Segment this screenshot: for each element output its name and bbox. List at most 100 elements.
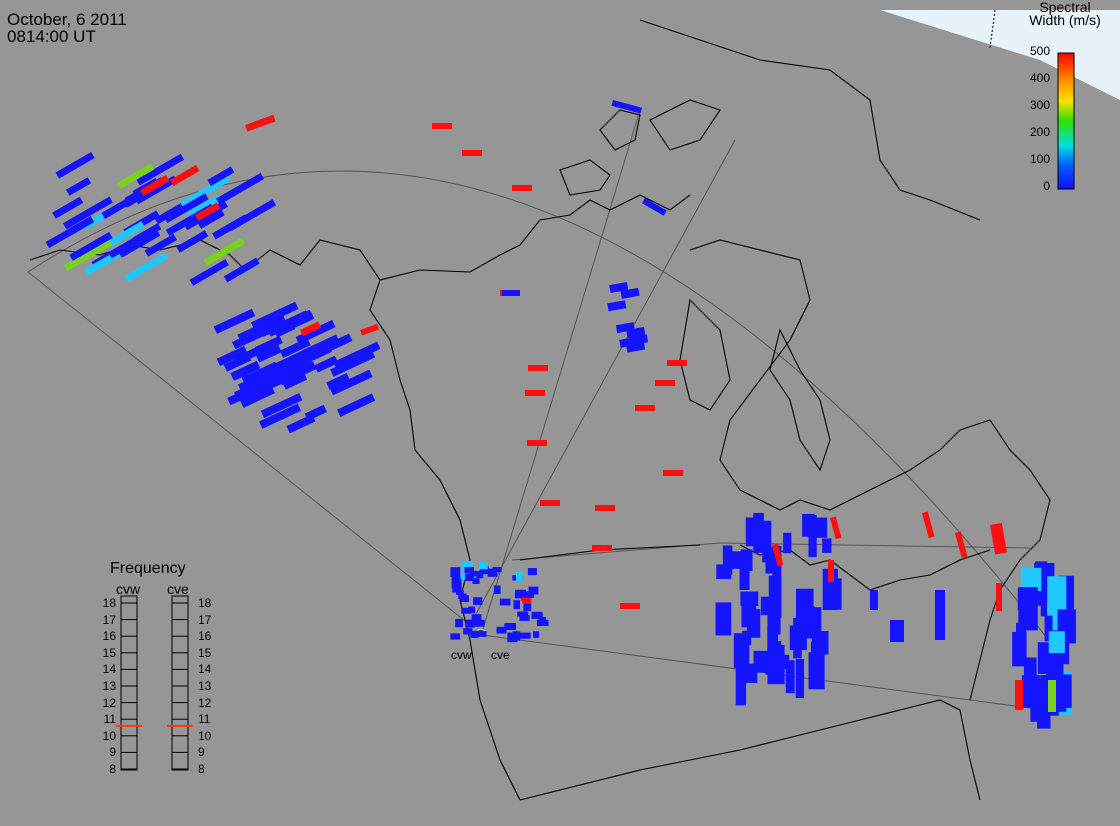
backscatter-cell — [611, 100, 642, 114]
backscatter-cell — [528, 586, 539, 595]
backscatter-cell — [260, 392, 303, 419]
frequency-scale-label-cve: 15 — [198, 645, 212, 660]
frequency-scale-label-cvw: 10 — [102, 728, 116, 743]
backscatter-cell — [772, 545, 782, 586]
backscatter-cell — [607, 300, 627, 312]
frequency-scale-label-cvw: 13 — [102, 679, 116, 693]
backscatter-cell — [170, 165, 200, 187]
backscatter-cell — [527, 568, 537, 576]
backscatter-cell — [808, 514, 817, 558]
backscatter-cell — [753, 650, 769, 673]
backscatter-cell — [237, 317, 279, 342]
backscatter-cell — [515, 572, 523, 582]
backscatter-cell — [819, 630, 829, 655]
backscatter-cell — [655, 380, 675, 386]
date-label: October, 6 2011 — [7, 10, 127, 29]
backscatter-cell — [496, 626, 507, 634]
backscatter-cell — [595, 505, 615, 511]
backscatter-cell — [462, 560, 473, 571]
backscatter-cell — [203, 237, 246, 266]
backscatter-cell — [512, 185, 532, 191]
backscatter-cell — [476, 571, 484, 579]
backscatter-cell — [476, 631, 487, 637]
backscatter-cell — [609, 282, 629, 294]
backscatter-cell — [870, 590, 878, 610]
backscatter-cell — [626, 326, 646, 338]
backscatter-cell — [212, 214, 249, 240]
backscatter-cell — [774, 644, 785, 677]
frequency-scale-label-cvw: 18 — [102, 596, 116, 610]
backscatter-cell — [238, 367, 278, 392]
frequency-scale-label-cve: 10 — [198, 728, 212, 743]
backscatter-cell — [452, 577, 462, 586]
backscatter-cell — [286, 414, 316, 434]
site-label-cve: cve — [491, 648, 510, 662]
backscatter-cell — [635, 405, 655, 411]
frequency-gauge-cve — [171, 595, 189, 771]
backscatter-cell — [83, 254, 114, 276]
field-of-view-outline — [27, 109, 1061, 713]
backscatter-cell — [765, 546, 776, 574]
backscatter-cell — [996, 583, 1002, 611]
backscatter-cell — [101, 197, 133, 219]
backscatter-cell — [533, 631, 540, 638]
backscatter-cell — [822, 538, 832, 553]
frequency-scale-label-cvw: 15 — [102, 645, 116, 660]
backscatter-cell — [273, 361, 295, 378]
backscatter-cell — [641, 198, 667, 216]
colorbar-tick: 200 — [1029, 125, 1050, 139]
backscatter-cell — [464, 567, 475, 574]
backscatter-cell — [762, 520, 772, 563]
backscatter-cell — [753, 512, 764, 553]
backscatter-cell — [465, 573, 475, 582]
backscatter-cell — [330, 350, 376, 377]
backscatter-cell — [207, 166, 235, 187]
backscatter-cell — [830, 516, 842, 540]
frequency-scale-label-cve: 9 — [198, 745, 205, 760]
backscatter-cell — [45, 222, 83, 249]
backscatter-cell — [462, 150, 482, 156]
backscatter-cell — [667, 360, 687, 366]
backscatter-cell — [279, 337, 311, 358]
polar-cap-region — [880, 10, 1120, 100]
frequency-scale-label-cve: 13 — [198, 679, 212, 693]
backscatter-cell — [140, 175, 170, 197]
backscatter-cell — [195, 202, 221, 222]
backscatter-cell — [136, 153, 185, 186]
backscatter-cell — [314, 355, 339, 373]
frequency-scale-label-cve: 12 — [198, 695, 212, 710]
backscatter-cell — [1048, 680, 1056, 712]
colorbar-tick: 400 — [1029, 71, 1050, 85]
backscatter-cell — [460, 595, 469, 603]
backscatter-cell — [52, 196, 84, 219]
backscatter-cell — [890, 620, 904, 642]
backscatter-cell — [333, 341, 381, 370]
backscatter-cell — [65, 177, 92, 196]
backscatter-cell — [213, 308, 256, 334]
backscatter-cell — [329, 369, 373, 396]
backscatter-cell — [733, 633, 750, 669]
backscatter-cell — [468, 606, 476, 614]
colorbar-title-line2: Width (m/s) — [1029, 12, 1101, 28]
frequency-scale-label-cve: 18 — [198, 596, 212, 610]
backscatter-cell — [63, 239, 113, 272]
backscatter-cell — [460, 573, 469, 580]
backscatter-cell — [473, 597, 483, 605]
backscatter-cell — [189, 259, 229, 286]
backscatter-cell — [478, 562, 488, 570]
backscatter-cell — [479, 567, 489, 575]
backscatter-cell — [1012, 631, 1027, 667]
backscatter-cell — [1015, 680, 1023, 710]
frequency-scale-label-cve: 17 — [198, 612, 212, 627]
colorbar-tick: 100 — [1029, 152, 1050, 166]
frequency-scale-label-cvw: 17 — [102, 612, 116, 627]
colorbar-tick: 0 — [1043, 179, 1050, 193]
coastline-layer — [29, 19, 1051, 801]
backscatter-cell — [197, 209, 225, 229]
backscatter-cell — [300, 321, 322, 337]
backscatter-cell — [716, 564, 732, 580]
backscatter-cell — [223, 257, 260, 283]
backscatter-cell — [282, 372, 308, 390]
frequency-scale-label-cvw: 16 — [102, 629, 116, 644]
